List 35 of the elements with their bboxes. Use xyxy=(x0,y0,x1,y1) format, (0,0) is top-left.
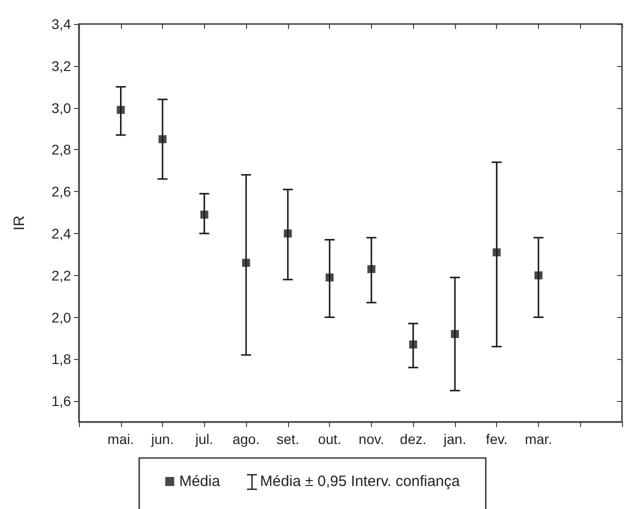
point xyxy=(242,258,250,267)
x-tick-label: fev. xyxy=(486,431,508,447)
point xyxy=(200,210,208,219)
x-tick-label: nov. xyxy=(358,431,384,447)
point xyxy=(492,248,501,256)
y-tick-label: 3,4 xyxy=(52,16,72,32)
point xyxy=(326,273,334,282)
x-tick-label: jan. xyxy=(442,431,466,447)
y-tick-label: 2,8 xyxy=(52,142,72,158)
x-tick-label: out. xyxy=(318,431,342,447)
x-tick-label: dez. xyxy=(400,431,426,447)
y-tick-label: 3,2 xyxy=(52,58,72,74)
point xyxy=(116,106,125,114)
point xyxy=(534,271,542,280)
legend-label: Média xyxy=(179,473,221,490)
x-tick-label: jul. xyxy=(194,431,214,447)
y-axis-title: IR xyxy=(11,215,28,230)
y-tick-label: 3,0 xyxy=(52,100,72,116)
point xyxy=(158,135,167,144)
y-tick-label: 2,0 xyxy=(52,309,72,326)
y-tick-label: 2,2 xyxy=(52,267,72,284)
y-tick-label: 2,6 xyxy=(52,184,72,200)
point xyxy=(284,229,292,238)
y-tick-label: 2,4 xyxy=(52,225,72,242)
point xyxy=(367,265,376,274)
point xyxy=(450,330,459,338)
y-tick-label: 1,6 xyxy=(52,393,72,410)
x-tick-label: ago. xyxy=(232,431,260,447)
x-tick-label: jun. xyxy=(150,431,174,447)
point xyxy=(409,340,418,348)
x-tick-label: mai. xyxy=(108,431,134,447)
x-tick-label: mar. xyxy=(524,431,552,447)
y-tick-label: 1,8 xyxy=(52,351,72,368)
x-tick-label: set. xyxy=(276,431,300,447)
text: Média ± 0,95 Interv. confiança xyxy=(260,473,460,490)
